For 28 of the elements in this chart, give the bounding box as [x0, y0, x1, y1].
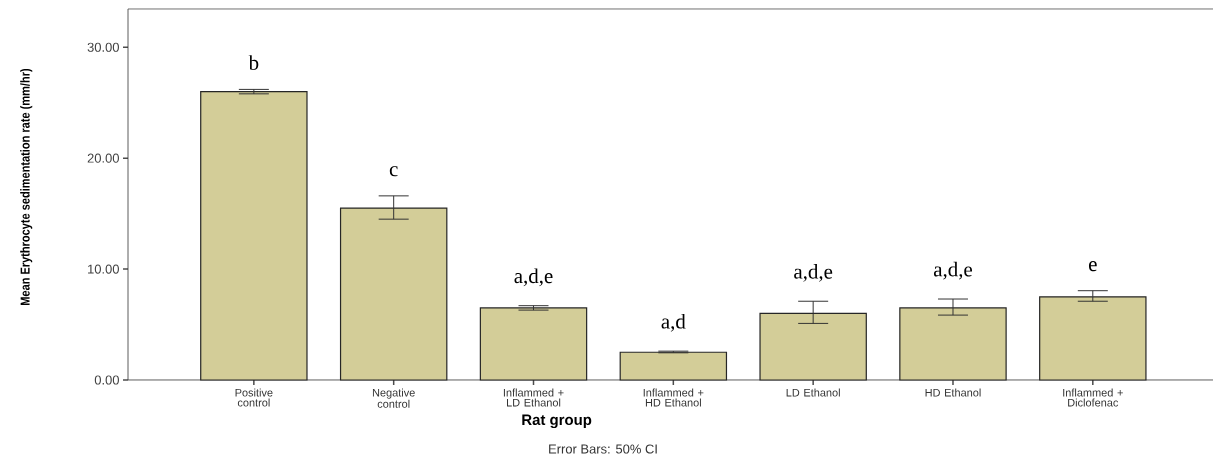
x-tick-label: Positive control — [235, 388, 273, 407]
bar — [899, 307, 1007, 381]
bar — [1039, 296, 1147, 381]
y-tick-label: 10.00 — [88, 264, 119, 274]
x-tick-label: HD Ethanol — [925, 388, 981, 397]
x-axis-title: Rat group — [522, 414, 592, 429]
annotation: c — [389, 166, 398, 177]
annotation: a,d,e — [794, 263, 833, 282]
annotation: a,d — [661, 313, 686, 332]
x-tick-label: Negative control — [372, 388, 415, 408]
y-tick-label: 20.00 — [87, 153, 119, 163]
y-tick-label: 30.00 — [87, 42, 119, 52]
bar — [759, 312, 867, 381]
bar — [200, 91, 308, 381]
bar — [619, 351, 728, 381]
x-tick-label: Inflammed + HD Ethanol — [643, 388, 704, 407]
bar — [339, 207, 448, 381]
x-tick-label: Inflammed + LD Ethanol — [503, 388, 564, 407]
annotation: a,d,e — [933, 261, 973, 280]
bar — [479, 307, 588, 381]
annotation: a,d,e — [514, 268, 553, 287]
y-tick-label: 0.00 — [94, 375, 119, 385]
annotation: e — [1088, 261, 1097, 272]
x-tick-label: LD Ethanol — [786, 388, 840, 397]
annotation: b — [248, 55, 259, 70]
x-tick-label: Inflammed + Diclofenac — [1063, 388, 1123, 407]
y-axis-title: Mean Erythrocyte sedimentation rate (mm/hr) — [20, 68, 33, 306]
text: Error Bars: 50% CI — [549, 444, 657, 454]
